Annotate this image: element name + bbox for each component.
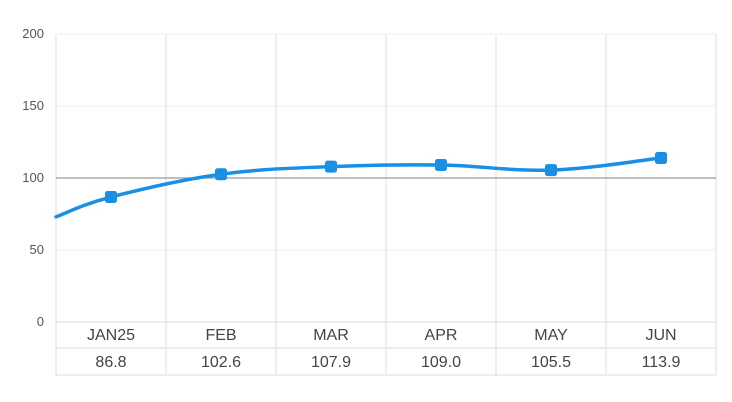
- grid-lines: [55, 33, 717, 376]
- table-value-cell: 105.5: [531, 354, 571, 371]
- data-point-marker: [105, 191, 117, 204]
- data-point-marker: [435, 159, 447, 172]
- x-category-label: JAN25: [87, 327, 135, 344]
- x-category-label: MAY: [534, 327, 568, 344]
- series-line: [54, 156, 663, 219]
- y-tick-label: 200: [22, 26, 44, 41]
- x-category-label: APR: [425, 327, 458, 344]
- table-value-cell: 109.0: [421, 354, 461, 371]
- y-tick-label: 100: [22, 170, 44, 185]
- data-point-marker: [655, 151, 667, 164]
- data-point-marker: [545, 164, 557, 177]
- x-category-label: MAR: [313, 327, 349, 344]
- data-point-marker: [325, 160, 337, 173]
- y-axis-ticks: 0 50 100 150 200: [22, 26, 44, 329]
- x-category-label: FEB: [205, 327, 236, 344]
- table-value-cell: 86.8: [95, 354, 126, 371]
- table-value-cell: 107.9: [311, 354, 351, 371]
- data-point-marker: [215, 168, 227, 181]
- table-value-cell: 102.6: [201, 354, 241, 371]
- y-tick-label: 150: [22, 98, 44, 113]
- y-tick-label: 0: [37, 314, 44, 329]
- data-table: JAN25 FEB MAR APR MAY JUN 86.8 102.6 107.9 109.0 1…: [87, 327, 681, 371]
- table-value-cell: 113.9: [642, 354, 681, 371]
- series-markers: [105, 151, 667, 204]
- y-tick-label: 50: [30, 242, 44, 257]
- x-category-label: JUN: [645, 327, 676, 344]
